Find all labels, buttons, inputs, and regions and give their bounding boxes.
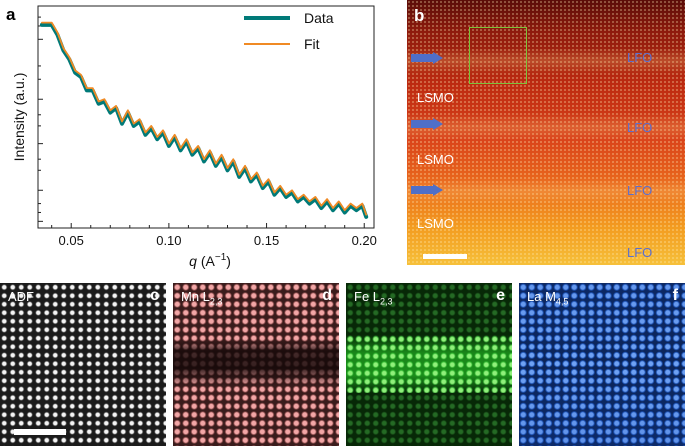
x-axis-label: q (A−1) — [189, 252, 231, 269]
label-text: Fe L — [354, 289, 381, 304]
interface-band — [407, 178, 685, 204]
x-axis-label-var: q — [189, 253, 197, 269]
panel-d-mn-map: Mn L2,3 d — [173, 283, 339, 446]
layer-label-lfo: LFO — [627, 120, 653, 135]
arrow-icon — [411, 118, 443, 130]
x-tick-label: 0.05 — [59, 233, 84, 248]
atomic-lattice — [407, 0, 685, 265]
panel-c-adf: ADF c — [0, 283, 166, 446]
color-tint — [519, 283, 685, 446]
label-subscript: 2,3 — [380, 296, 393, 307]
y-ticks — [38, 16, 43, 222]
label-subscript: 2,3 — [209, 296, 223, 307]
lfo-bright-lattice — [346, 335, 512, 393]
label-text: La M — [527, 289, 556, 304]
panel-label-mn: Mn L2,3 — [181, 289, 222, 307]
panel-letter-e: e — [496, 287, 505, 304]
panel-letter-d: d — [322, 287, 332, 304]
legend-label: Fit — [304, 36, 320, 52]
x-ticks: 0.05 0.10 0.15 0.20 — [51, 223, 377, 248]
region-of-interest-box — [469, 27, 527, 84]
label-text: Mn L — [181, 289, 210, 304]
lfo-dark-band — [173, 339, 339, 387]
panel-f-la-map: La M4,5 f — [519, 283, 685, 446]
scale-bar — [423, 254, 467, 259]
legend: Data Fit — [244, 10, 334, 52]
x-tick-label: 0.15 — [254, 233, 279, 248]
label-subscript: 4,5 — [555, 296, 569, 307]
x-axis-label-unit: (A — [201, 253, 216, 269]
layer-label-lsmo: LSMO — [417, 90, 454, 105]
series-line-fit — [41, 21, 368, 216]
panel-e-fe-map: Fe L2,3 e — [346, 283, 512, 446]
interface-band — [407, 114, 685, 140]
atomic-lattice — [519, 283, 685, 446]
x-tick-label: 0.10 — [156, 233, 181, 248]
x-axis-label-exp: −1 — [215, 252, 227, 263]
scale-bar — [14, 429, 66, 435]
arrow-icon — [411, 184, 443, 196]
panel-label-la: La M4,5 — [527, 289, 568, 307]
layer-label-lsmo: LSMO — [417, 216, 454, 231]
layer-label-lfo: LFO — [627, 50, 653, 65]
atomic-lattice — [0, 283, 166, 446]
layer-label-lfo: LFO — [627, 245, 653, 260]
panel-letter-a: a — [6, 5, 16, 24]
panel-label-fe: Fe L2,3 — [354, 289, 393, 307]
panel-letter-c: c — [150, 287, 159, 304]
panel-letter-f: f — [672, 287, 678, 304]
series-line-data — [39, 22, 369, 219]
layer-label-lfo: LFO — [627, 183, 653, 198]
panel-b-image: b LFO LFO LFO LFO LSMO LSMO LSMO — [407, 0, 685, 265]
interface-band — [407, 48, 685, 74]
reflectivity-chart: 0.05 0.10 0.15 0.20 Data Fit a Intensity (a.… — [6, 5, 377, 269]
panel-label-adf: ADF — [8, 289, 34, 304]
panel-letter-b: b — [414, 6, 425, 25]
legend-label: Data — [304, 10, 334, 26]
panel-a-chart: 0.05 0.10 0.15 0.20 Data Fit a Intensity (a.… — [0, 0, 400, 270]
y-axis-label: Intensity (a.u.) — [11, 73, 27, 162]
layer-label-lsmo: LSMO — [417, 152, 454, 167]
x-axis-label-close: ) — [226, 253, 231, 269]
arrow-icon — [411, 52, 443, 64]
plot-frame — [37, 5, 375, 229]
series-group — [39, 21, 369, 219]
x-tick-label: 0.20 — [352, 233, 377, 248]
